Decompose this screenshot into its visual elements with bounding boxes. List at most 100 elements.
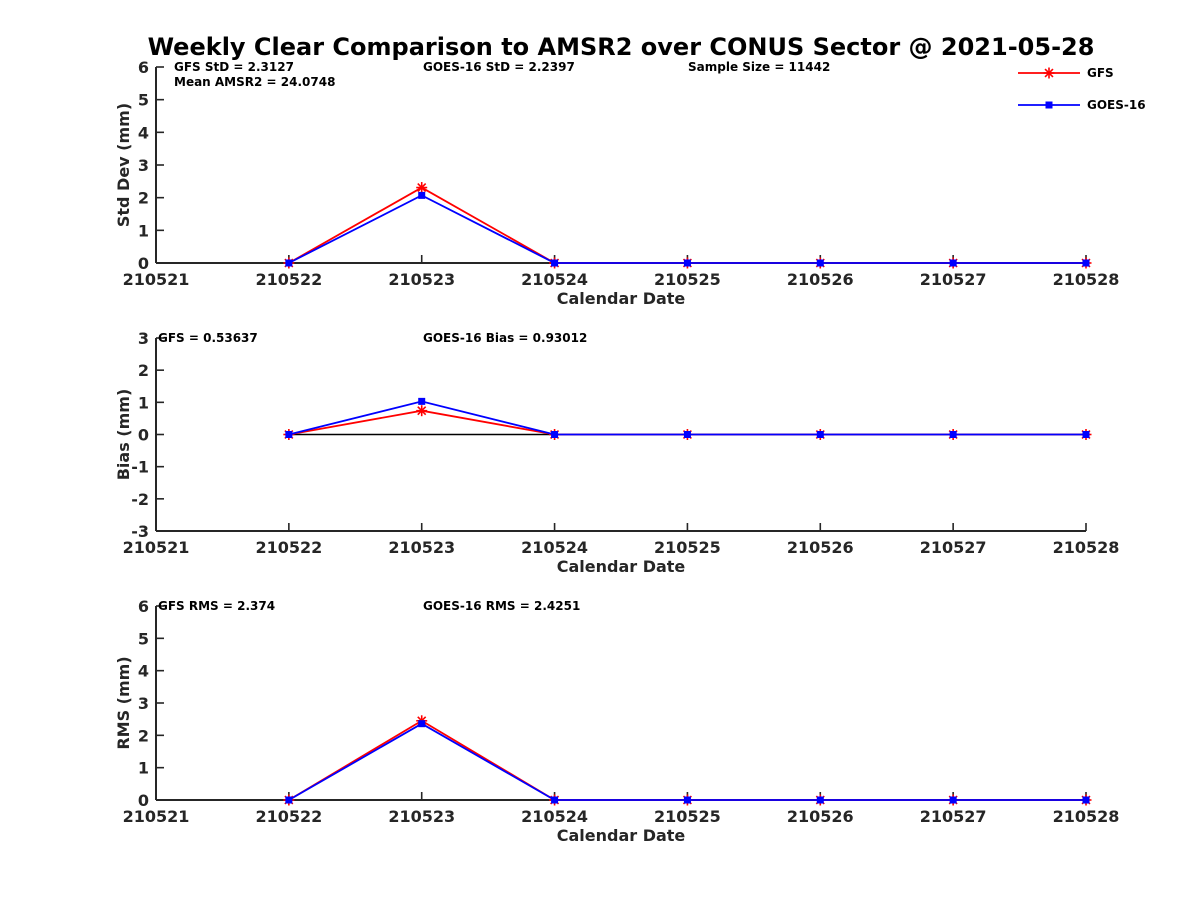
x-tick-label: 210523 [388,807,455,826]
data-point [285,796,293,804]
data-point [1082,431,1090,438]
y-tick-label: 5 [138,91,149,110]
y-tick-label: 2 [138,361,149,380]
y-tick-label: 3 [138,694,149,713]
y-tick-label: 4 [138,123,149,142]
x-tick-label: 210525 [654,807,721,826]
panel-3: 210521 210522 210523 210524 210525 210526 2105… [114,597,1119,845]
stat-annotation: GFS RMS = 2.374 [158,599,275,613]
y-tick-label: 2 [138,726,149,745]
stat-annotation: GOES-16 Bias = 0.93012 [423,331,587,345]
data-point [418,397,426,405]
x-axis-label: Calendar Date [557,826,686,845]
y-tick-label: -2 [131,490,149,509]
x-tick-label: 210527 [920,538,987,557]
stat-annotation: Mean AMSR2 = 24.0748 [174,75,335,89]
x-tick-label: 210528 [1053,270,1120,289]
y-tick-label: 0 [138,791,149,810]
x-tick-label: 210526 [787,538,854,557]
data-point [551,431,559,438]
x-tick-label: 210526 [787,270,854,289]
stat-annotation: Sample Size = 11442 [688,60,830,74]
data-point [949,431,957,438]
stat-annotation: GFS StD = 2.3127 [174,60,294,74]
panels: 210521 210522 210523 210524 210525 210526 2105… [114,58,1119,845]
x-tick-label: 210524 [521,807,588,826]
y-tick-label: 3 [138,329,149,348]
x-tick-label: 210524 [521,270,588,289]
series-line [288,719,1086,801]
data-point [551,796,559,804]
data-point [551,259,559,267]
data-point [416,405,428,417]
y-tick-label: -3 [131,522,149,541]
x-tick-label: 210521 [123,807,190,826]
x-axis-label: Calendar Date [557,289,686,308]
data-point [1082,259,1090,267]
legend-entry-gfs: GFS [1018,66,1114,80]
data-point [1082,796,1090,804]
data-point [416,182,428,194]
y-tick-label: 2 [138,189,149,208]
legend-marker [1043,67,1055,79]
legend-entry-goes-16: GOES-16 [1018,98,1146,112]
y-tick-label: 5 [138,629,149,648]
series-goes-16 [285,191,1090,267]
y-tick-label: 1 [138,759,149,778]
legend-label: GOES-16 [1087,98,1146,112]
data-point [816,431,824,438]
data-point [683,431,691,438]
data-point [683,259,691,267]
data-point [949,796,957,804]
x-tick-label: 210528 [1053,807,1120,826]
data-point [285,431,293,438]
y-axis-label: Std Dev (mm) [114,103,133,227]
x-tick-label: 210525 [654,538,721,557]
x-tick-label: 210522 [255,270,322,289]
legend: GFS GOES-16 [1018,66,1146,112]
panel-2: 210521 210522 210523 210524 210525 210526 2105… [114,329,1119,576]
y-tick-label: -1 [131,458,149,477]
data-point [949,259,957,267]
y-axis-label: RMS (mm) [114,656,133,749]
y-tick-label: 1 [138,393,149,412]
legend-marker [1045,101,1053,109]
data-point [816,259,824,267]
x-tick-label: 210523 [388,538,455,557]
series-line [288,186,1086,264]
x-tick-label: 210527 [920,807,987,826]
series-goes-16 [285,397,1090,438]
data-point [816,796,824,804]
series-gfs [283,715,1092,806]
x-tick-label: 210521 [123,270,190,289]
x-tick-label: 210522 [255,807,322,826]
series-line [288,722,1086,801]
x-tick-label: 210523 [388,270,455,289]
y-tick-label: 1 [138,221,149,240]
panel-1: 210521 210522 210523 210524 210525 210526 2105… [114,58,1119,308]
data-point [418,191,426,199]
stat-annotation: GOES-16 StD = 2.2397 [423,60,575,74]
y-axis-label: Bias (mm) [114,389,133,481]
y-tick-label: 3 [138,156,149,175]
series-line [288,194,1086,264]
stat-annotation: GOES-16 RMS = 2.4251 [423,599,580,613]
x-tick-label: 210521 [123,538,190,557]
y-tick-label: 6 [138,597,149,616]
data-point [683,796,691,804]
x-tick-label: 210528 [1053,538,1120,557]
x-tick-label: 210524 [521,538,588,557]
x-axis-label: Calendar Date [557,557,686,576]
y-tick-label: 0 [138,254,149,273]
data-point [418,720,426,728]
x-tick-label: 210525 [654,270,721,289]
y-tick-label: 0 [138,426,149,445]
x-tick-label: 210526 [787,807,854,826]
series-goes-16 [285,720,1090,804]
y-tick-label: 4 [138,662,149,681]
data-point [285,259,293,267]
stat-annotation: GFS = 0.53637 [158,331,258,345]
legend-label: GFS [1087,66,1114,80]
x-tick-label: 210527 [920,270,987,289]
